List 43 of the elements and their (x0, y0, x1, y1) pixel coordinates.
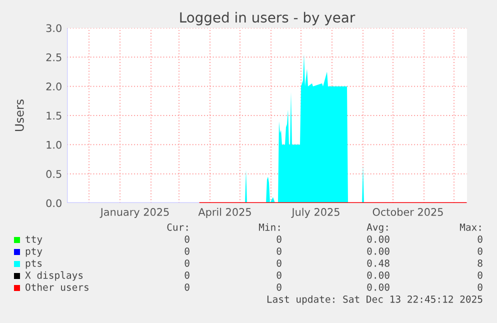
chart-title: Logged in users - by year (180, 12, 356, 26)
text: 0 (276, 271, 282, 279)
y-axis-title: Users (15, 100, 24, 132)
text: 0 (276, 259, 282, 267)
text: Last update: Sat Dec 13 22:45:12 2025 (267, 295, 482, 305)
text: 0.00 (367, 271, 390, 279)
y-tick-label: 1.5 (46, 112, 62, 120)
text: 0.00 (367, 235, 390, 243)
text: 0 (478, 247, 482, 255)
legend-label: pty (26, 248, 42, 257)
text: 0.00 (367, 247, 390, 255)
y-tick-label: 2.5 (46, 53, 62, 62)
text: 0 (184, 235, 190, 243)
text: 0 (478, 271, 482, 279)
text: 0 (478, 235, 482, 243)
text: Cur: (167, 223, 188, 231)
text: Avg: (366, 224, 388, 233)
text: 0 (276, 235, 282, 243)
legend-label: tty (26, 236, 42, 245)
y-tick-label: 0.5 (46, 170, 62, 178)
text: 0.48 (367, 259, 390, 267)
x-tick-label: January 2025 (100, 208, 169, 218)
text: 0.00 (367, 283, 390, 291)
legend-label: pts (26, 260, 42, 269)
y-tick-label: 1.0 (46, 140, 62, 149)
x-tick-label: April 2025 (198, 208, 251, 218)
text: 0 (184, 271, 190, 279)
y-tick-label: 0.0 (46, 199, 62, 208)
x-tick-label: July 2025 (291, 208, 340, 218)
text: Max: (460, 224, 481, 231)
text: 0 (478, 283, 482, 291)
text: 0 (184, 259, 190, 267)
x-tick-label: October 2025 (372, 208, 443, 216)
text: 0 (276, 283, 282, 291)
text: 8 (478, 259, 482, 267)
y-tick-label: 2.0 (46, 82, 62, 90)
legend-label: X displays (25, 271, 83, 281)
legend-label: Other users (26, 283, 88, 291)
y-tick-label: 3.0 (46, 24, 62, 32)
text: 0 (184, 283, 190, 291)
text: 0 (184, 247, 190, 255)
text: Min: (258, 223, 280, 231)
text: 0 (276, 247, 282, 255)
